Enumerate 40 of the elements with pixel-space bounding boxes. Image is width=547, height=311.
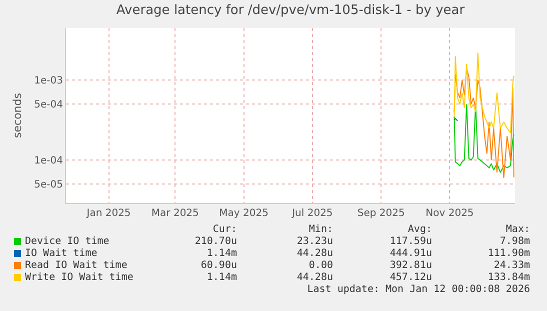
text: 444.91u bbox=[390, 248, 432, 260]
text: Min: bbox=[308, 224, 333, 236]
text: 111.90m bbox=[488, 248, 530, 260]
legend-label: Read IO Wait time bbox=[25, 260, 128, 272]
text: 392.81u bbox=[390, 260, 432, 272]
x-tick-label: Mar 2025 bbox=[151, 208, 199, 219]
text: 7.98m bbox=[500, 236, 530, 248]
x-tick-label: Jan 2025 bbox=[86, 208, 131, 219]
line-series bbox=[454, 68, 514, 178]
y-axis-title: seconds bbox=[10, 92, 24, 138]
text: 44.28u bbox=[296, 272, 333, 284]
text: Cur: bbox=[212, 224, 237, 236]
text: 117.59u bbox=[390, 236, 432, 248]
text: 133.84m bbox=[488, 272, 530, 284]
text: 1.14m bbox=[206, 272, 237, 284]
text: 23.23u bbox=[296, 236, 333, 248]
y-tick-label: 5e-04 bbox=[34, 100, 63, 111]
legend-label: IO Wait time bbox=[25, 248, 98, 260]
chart-title: Average latency for /dev/pve/vm-105-disk-1 - by year bbox=[116, 2, 466, 18]
text: 24.33m bbox=[494, 260, 530, 272]
x-tick-label: Nov 2025 bbox=[426, 208, 474, 219]
text: 210.70u bbox=[194, 236, 237, 248]
y-tick-label: 5e-05 bbox=[34, 180, 63, 191]
text: Last update: Mon Jan 12 00:00:08 2026 bbox=[307, 284, 530, 296]
text: 457.12u bbox=[390, 272, 432, 284]
line-series bbox=[454, 52, 514, 134]
text: Max: bbox=[506, 224, 530, 236]
text: 44.28u bbox=[296, 248, 333, 260]
x-tick-label: Sep 2025 bbox=[357, 208, 405, 219]
text: 1.14m bbox=[206, 248, 237, 260]
y-tick-label: 1e-03 bbox=[34, 76, 63, 87]
legend-label: Write IO Wait time bbox=[25, 272, 134, 284]
x-tick-label: Jul 2025 bbox=[291, 208, 333, 219]
legend-label: Device IO time bbox=[25, 236, 110, 248]
text: 0.00 bbox=[308, 260, 333, 272]
text: 60.90u bbox=[200, 260, 237, 272]
y-tick-label: 1e-04 bbox=[34, 156, 63, 167]
x-tick-label: May 2025 bbox=[219, 208, 268, 219]
text: Avg: bbox=[408, 224, 432, 236]
line-series bbox=[454, 104, 514, 173]
